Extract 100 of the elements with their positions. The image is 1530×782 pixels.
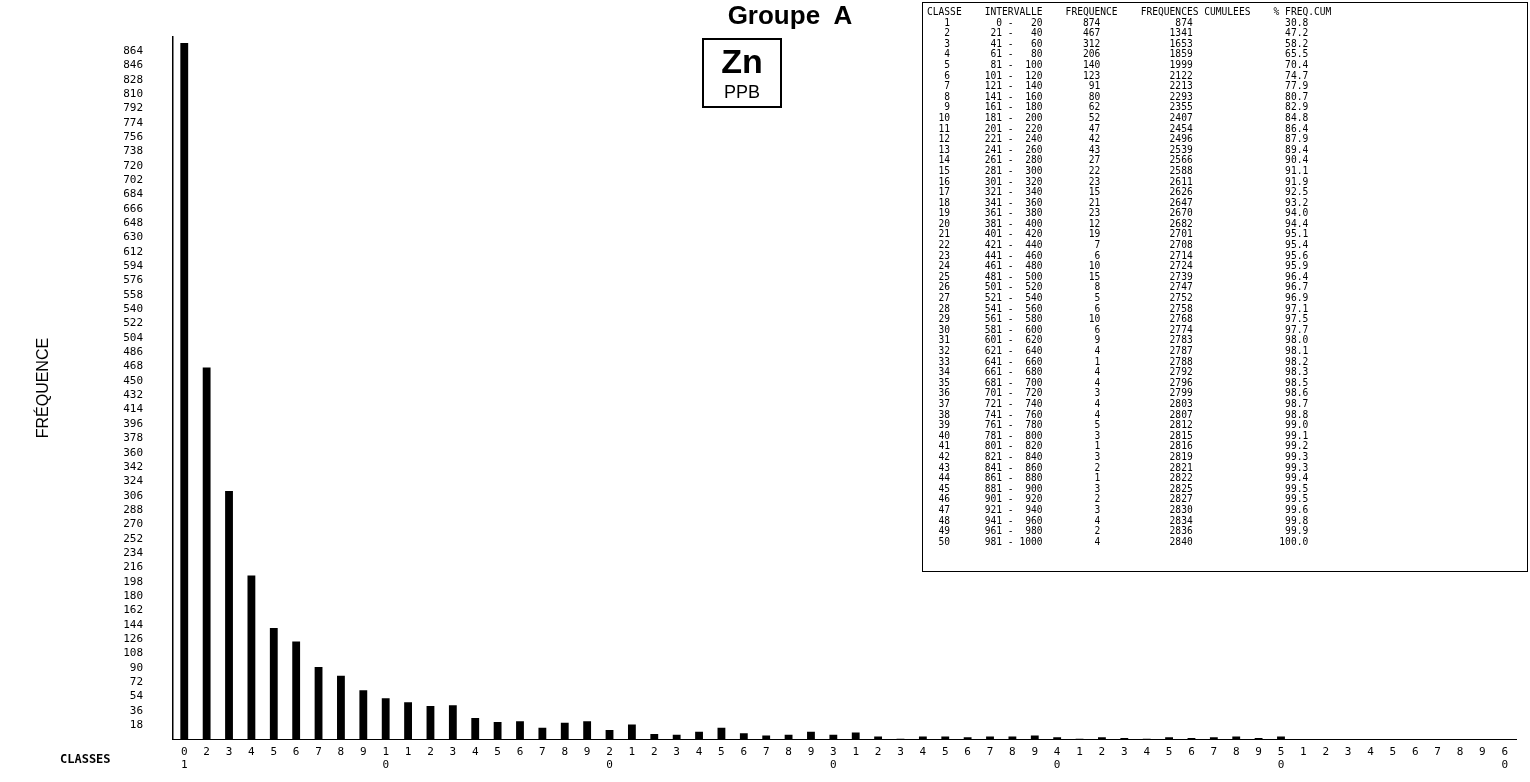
y-tick-label: 54 xyxy=(129,689,144,703)
y-tick-label: 378 xyxy=(123,431,144,445)
y-tick-label: 198 xyxy=(123,574,144,588)
x-tick-label: 20 xyxy=(606,745,613,772)
x-tick-label: 8 xyxy=(1456,745,1464,759)
x-tick-label: 2 xyxy=(203,745,210,759)
x-tick-label: 1 xyxy=(1300,745,1307,759)
annotation: 29 561 - 580 10 2768 97.5 xyxy=(937,313,1310,325)
x-tick-label: 7 xyxy=(539,745,546,759)
annotation: 50 981 - 1000 4 2840 100.0 xyxy=(937,535,1310,548)
y-tick-label: 306 xyxy=(123,488,144,502)
y-tick-label: 450 xyxy=(123,373,144,387)
y-tick-label: 486 xyxy=(123,345,144,359)
annotation: 17 321 - 340 15 2626 92.5 xyxy=(937,186,1310,198)
x-tick-label: 5 xyxy=(941,745,949,759)
y-tick-label: 792 xyxy=(123,101,144,115)
y-tick-label: 810 xyxy=(123,86,144,100)
y-tick-label: 90 xyxy=(129,660,144,674)
annotation: 41 801 - 820 1 2816 99.2 xyxy=(937,440,1310,452)
y-tick-label: 522 xyxy=(123,316,144,330)
x-tick-label: 2 xyxy=(1322,745,1330,759)
x-tick-label: 3 xyxy=(449,745,457,759)
x-tick-label: 5 xyxy=(1165,745,1173,759)
x-tick-label: 5 xyxy=(1389,745,1397,759)
x-tick-label: 9 xyxy=(360,745,367,759)
annotation: 21 401 - 420 19 2701 95.1 xyxy=(937,228,1310,240)
annotation: 12 221 - 240 42 2496 87.9 xyxy=(937,133,1310,145)
y-tick-label: 756 xyxy=(123,129,144,143)
annotation: 3 41 - 60 312 1653 58.2 xyxy=(943,37,1310,49)
y-tick-label: 738 xyxy=(123,144,144,158)
x-tick-label: 7 xyxy=(1210,745,1218,759)
annotation: 44 861 - 880 1 2822 99.4 xyxy=(937,472,1310,484)
y-tick-label: 558 xyxy=(123,287,144,301)
annotation: 27 521 - 540 5 2752 96.9 xyxy=(937,292,1310,304)
annotation: 39 761 - 780 5 2812 99.0 xyxy=(937,419,1310,431)
y-tick-label: 720 xyxy=(123,158,144,172)
x-tick-label: 10 xyxy=(382,745,390,772)
chart-title: Groupe A xyxy=(727,0,853,30)
x-tick-label: 6 xyxy=(740,745,748,759)
x-tick-label: 8 xyxy=(785,745,792,759)
annotation: 18 341 - 360 21 2647 93.2 xyxy=(937,196,1310,208)
x-tick-label: 5 xyxy=(494,745,501,759)
x-tick-label: 4 xyxy=(248,745,256,759)
annotation: 45 881 - 900 3 2825 99.5 xyxy=(937,482,1310,494)
x-tick-label: 4 xyxy=(919,745,927,759)
y-tick-label: 180 xyxy=(123,588,144,602)
x-tick-label: 9 xyxy=(1031,745,1039,759)
annotation: 47 921 - 940 3 2830 99.6 xyxy=(937,503,1310,516)
annotation: 30 581 - 600 6 2774 97.7 xyxy=(937,323,1310,335)
y-tick-label: 774 xyxy=(123,115,144,129)
x-tick-label: 6 xyxy=(1411,745,1419,759)
y-tick-label: 414 xyxy=(123,402,144,416)
annotation: 10 181 - 200 52 2407 84.8 xyxy=(937,111,1310,124)
x-tick-label: 4 xyxy=(1143,745,1151,759)
annotation: 9 161 - 180 62 2355 82.9 xyxy=(943,101,1310,113)
x-tick-label: 6 xyxy=(516,745,524,759)
annotation: 28 541 - 560 6 2758 97.1 xyxy=(937,302,1310,314)
text: CLASSE INTERVALLE FREQUENCE FREQUENCES CUMULEES % FREQ.CUM xyxy=(927,6,1333,18)
x-tick-label: 2 xyxy=(1098,745,1106,759)
annotation: 5 81 - 100 140 1999 70.4 xyxy=(943,58,1310,71)
annotation: 19 361 - 380 23 2670 94.0 xyxy=(937,207,1310,219)
y-tick-label: 216 xyxy=(123,560,144,574)
annotation: 35 681 - 700 4 2796 98.5 xyxy=(937,376,1310,388)
x-tick-label: 4 xyxy=(471,745,479,759)
x-tick-label: 3 xyxy=(897,745,904,759)
annotation: 4 61 - 80 206 1859 65.5 xyxy=(943,48,1310,60)
x-tick-label: 1 xyxy=(404,745,412,759)
x-tick-label: 3 xyxy=(225,745,233,759)
y-tick-label: 108 xyxy=(123,646,144,660)
annotation: 20 381 - 400 12 2682 94.4 xyxy=(937,217,1310,229)
x-tick-label: 1 xyxy=(1076,745,1083,759)
y-tick-label: 576 xyxy=(123,273,144,287)
x-tick-label: 8 xyxy=(1232,745,1240,759)
x-tick-label: 7 xyxy=(762,745,770,759)
x-tick-label: 3 xyxy=(1121,745,1128,759)
y-tick-label: 36 xyxy=(129,703,144,717)
y-tick-label: 360 xyxy=(123,445,144,459)
x-tick-label: 7 xyxy=(315,745,322,759)
x-tick-label: 40 xyxy=(1053,745,1061,772)
y-tick-label: 288 xyxy=(123,502,144,516)
x-tick-label: 6 xyxy=(1188,745,1195,759)
y-tick-label: 342 xyxy=(123,459,144,473)
x-tick-label: 8 xyxy=(1009,745,1016,759)
x-axis-title: CLASSES xyxy=(60,752,111,766)
x-tick-label: 4 xyxy=(1367,745,1375,759)
x-tick-label: 60 xyxy=(1501,745,1509,772)
chart-subtitle: Zn xyxy=(720,42,764,80)
annotation: 8 141 - 160 80 2293 80.7 xyxy=(943,90,1310,102)
annotation: 46 901 - 920 2 2827 99.5 xyxy=(937,493,1310,505)
x-tick-label: 7 xyxy=(1434,745,1441,759)
y-tick-label: 594 xyxy=(123,259,144,273)
annotation: 37 721 - 740 4 2803 98.7 xyxy=(937,397,1310,410)
annotation: 6 101 - 120 123 2122 74.7 xyxy=(943,69,1310,81)
annotation: 49 961 - 980 2 2836 99.9 xyxy=(937,525,1310,537)
y-tick-label: 864 xyxy=(123,43,144,57)
x-tick-label: 8 xyxy=(561,745,569,759)
y-tick-label: 270 xyxy=(123,517,144,531)
annotation: 7 121 - 140 91 2213 77.9 xyxy=(943,80,1310,92)
annotation: 22 421 - 440 7 2708 95.4 xyxy=(937,239,1310,251)
y-tick-label: 18 xyxy=(129,718,144,732)
